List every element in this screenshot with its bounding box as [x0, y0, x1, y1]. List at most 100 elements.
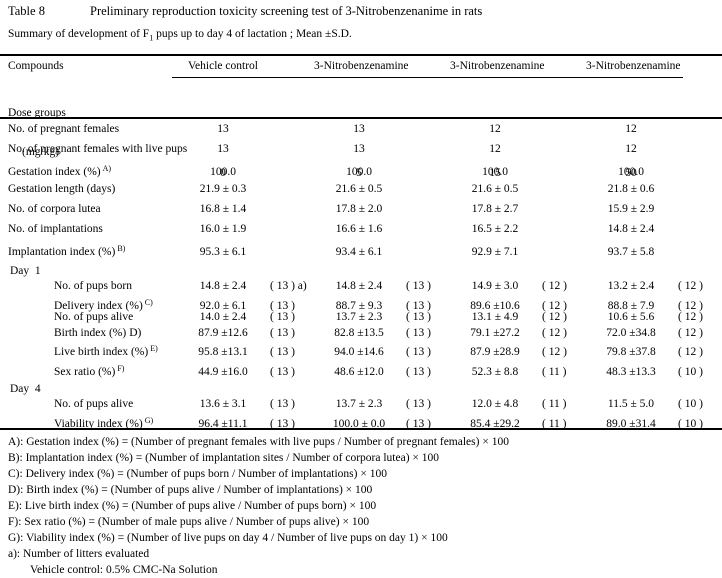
cell-litter-count: ( 13 ): [270, 346, 295, 358]
cell-value: 17.8 ± 2.0: [335, 203, 383, 215]
compound-header-underline: [172, 77, 683, 78]
cell-value: 92.0 ± 6.1: [199, 299, 247, 312]
cell-litter-count: ( 12 ): [678, 326, 703, 339]
table-row: Sex ratio (%) F) 44.9 ±16.0 ( 13 ) 48.6 ±12.…: [0, 361, 722, 378]
cell-litter-count: ( 10 ): [678, 417, 703, 430]
row-label: Implantation index (%) B): [8, 244, 126, 258]
table-row: Implantation index (%) B) 95.3 ± 6.1 93.4 ±…: [0, 239, 722, 259]
footnote: Vehicle control: 0.5% CMC-Na Solution: [30, 564, 218, 576]
cell-value: 44.9 ±16.0: [198, 365, 248, 378]
row-label: Gestation index (%) A): [8, 164, 112, 178]
subtitle-prefix: Summary of development of F: [8, 28, 150, 40]
cell-litter-count: ( 11 ): [542, 417, 567, 430]
cell-litter-count: ( 13 ): [406, 326, 431, 339]
cell-value: 89.6 ±10.6: [470, 299, 520, 312]
footnote: a): Number of litters evaluated: [8, 548, 150, 560]
cell-value: 13: [353, 123, 365, 135]
row-footnote-marker: E): [150, 344, 158, 353]
cell-value: 13.7 ± 2.3: [335, 311, 383, 323]
subtitle-suffix: pups up to day 4 of lactation ; Mean ±S.…: [153, 28, 352, 40]
cell-value: 52.3 ± 8.8: [471, 365, 519, 378]
footnotes: A): Gestation index (%) = (Number of pre…: [0, 434, 722, 578]
cell-value: 79.8 ±37.8: [606, 346, 656, 358]
cell-litter-count: ( 12 ): [542, 346, 567, 358]
cell-value: 13.7 ± 2.3: [335, 398, 383, 410]
cell-litter-count: ( 13 ): [270, 365, 295, 378]
footnote: B): Implantation index (%) = (Number of …: [8, 452, 440, 464]
cell-value: 12: [489, 123, 501, 135]
cell-value: 100.0: [618, 166, 644, 178]
dose-group-row: Dose groups (mg/kg) 0 5 15 50: [0, 78, 722, 179]
footnote: A): Gestation index (%) = (Number of pre…: [8, 436, 509, 448]
cell-value: 12: [625, 123, 637, 135]
table-row: Gestation index (%) A) 100.0 100.0 100.0 100.…: [0, 159, 722, 179]
cell-value: 17.8 ± 2.7: [471, 203, 519, 215]
cell-value: 87.9 ±12.6: [198, 326, 248, 339]
cell-value: 15.9 ± 2.9: [607, 203, 655, 215]
row-footnote-marker: A): [102, 164, 112, 173]
row-label: No. of pups alive: [54, 398, 134, 410]
cell-value: 13.1 ± 4.9: [471, 311, 519, 323]
table-row: No. of pups alive 14.0 ± 2.4 ( 13 ) 13.7 ± …: [0, 310, 722, 326]
row-label: Birth index (%) D): [54, 326, 142, 339]
cell-value: 21.9 ± 0.3: [199, 183, 247, 195]
cell-litter-count: ( 13 ): [406, 299, 431, 312]
table-row: Live birth index (%) E) 95.8 ±13.1 ( 13 ) 94…: [0, 341, 722, 358]
cell-value: 96.4 ±11.1: [198, 417, 248, 430]
cell-value: 14.0 ± 2.4: [199, 311, 247, 323]
table-row: Birth index (%) D) 87.9 ±12.6 ( 13 ) 82.8 ±1…: [0, 326, 722, 342]
cell-litter-count: ( 12 ): [678, 299, 703, 312]
cell-litter-count: ( 13 ) a): [270, 280, 307, 292]
cell-litter-count: ( 13 ): [406, 346, 431, 358]
row-label: Delivery index (%) C): [54, 297, 153, 312]
table-number: Table 8: [8, 4, 45, 18]
footnote: G): Viability index (%) = (Number of liv…: [8, 532, 448, 544]
cell-value: 89.0 ±31.4: [606, 417, 656, 430]
table-row: Delivery index (%) C) 92.0 ± 6.1 ( 13 ) 88.7…: [0, 295, 722, 312]
cell-value: 16.5 ± 2.2: [471, 223, 519, 235]
table-row: No. of pregnant females with live pups 13…: [0, 139, 722, 159]
cell-value: 12: [625, 143, 637, 155]
cell-litter-count: ( 11 ): [542, 365, 567, 378]
footnote-divider: [0, 428, 722, 430]
cell-value: 12.0 ± 4.8: [471, 398, 519, 410]
cell-litter-count: ( 13 ): [406, 280, 431, 292]
row-footnote-marker: C): [144, 297, 153, 307]
top-divider: [0, 54, 722, 56]
dose-value-1: 0: [220, 167, 226, 179]
table-row: Gestation length (days) 21.9 ± 0.3 21.6 ± …: [0, 179, 722, 199]
cell-litter-count: ( 13 ): [406, 398, 431, 410]
subtitle-subscript: 1: [149, 33, 154, 43]
table-row: Viability index (%) G) 96.4 ±11.1 ( 13 ) 100…: [0, 413, 722, 430]
dose-groups-label: Dose groups (mg/kg): [0, 78, 178, 185]
dose-groups-label-line2: (mg/kg): [22, 146, 60, 158]
col-header-group-4: 3-Nitrobenzenamine: [586, 60, 681, 72]
col-header-compounds: Compounds: [8, 60, 64, 72]
cell-value: 12: [489, 143, 501, 155]
cell-value: 95.3 ± 6.1: [199, 246, 247, 258]
cell-value: 93.4 ± 6.1: [335, 246, 383, 258]
cell-value: 95.8 ±13.1: [198, 346, 248, 358]
row-label: Live birth index (%) E): [54, 344, 158, 358]
cell-litter-count: ( 12 ): [542, 280, 567, 292]
cell-value: 21.6 ± 0.5: [335, 183, 383, 195]
footnote: E): Live birth index (%) = (Number of pu…: [8, 500, 377, 512]
cell-litter-count: ( 12 ): [678, 346, 703, 358]
cell-value: 13: [217, 123, 229, 135]
cell-value: 14.8 ± 2.4: [199, 280, 247, 292]
cell-value: 88.7 ± 9.3: [335, 299, 383, 312]
cell-value: 16.8 ± 1.4: [199, 203, 247, 215]
cell-value: 72.0 ±34.8: [606, 326, 656, 339]
col-header-group-2: 3-Nitrobenzenamine: [314, 60, 409, 72]
cell-litter-count: ( 13 ): [406, 365, 431, 378]
cell-litter-count: ( 12 ): [542, 326, 567, 339]
cell-value: 82.8 ±13.5: [334, 326, 384, 339]
cell-litter-count: ( 13 ): [270, 398, 295, 410]
cell-value: 85.4 ±29.2: [470, 417, 520, 430]
cell-litter-count: ( 10 ): [678, 398, 703, 410]
footnote: C): Delivery index (%) = (Number of pups…: [8, 468, 387, 480]
table-row: No. of pregnant females 13 13 12 12: [0, 119, 722, 139]
section-label: Day 4: [10, 383, 41, 395]
